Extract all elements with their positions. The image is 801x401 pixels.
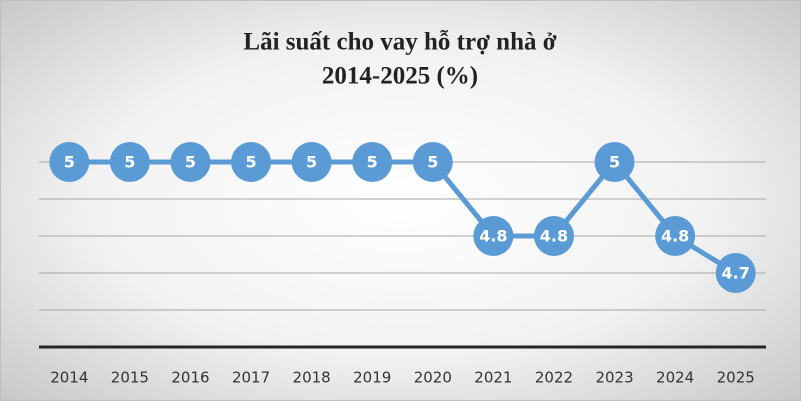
x-tick-label: 2025 [717,369,755,387]
data-point [412,142,453,182]
data-label: 5 [306,153,317,172]
x-tick-label: 2024 [656,369,694,387]
data-point [109,142,150,182]
chart-title: 2014-2025 (%) [322,63,478,90]
data-label: 4.8 [540,227,568,246]
x-tick-label: 2017 [232,369,270,387]
data-point [231,142,272,182]
x-tick-label: 2016 [171,369,209,387]
data-point [473,216,514,256]
data-point [715,253,756,293]
data-label: 4.8 [479,227,507,246]
data-point [170,142,211,182]
data-label: 4.8 [661,227,689,246]
data-label: 5 [367,153,378,172]
data-label: 5 [185,153,196,172]
x-tick-label: 2023 [595,369,633,387]
x-tick-label: 2022 [535,369,573,387]
data-label: 5 [427,153,438,172]
x-tick-label: 2018 [293,369,331,387]
x-tick-label: 2015 [111,369,149,387]
data-point [594,142,635,182]
data-point [655,216,696,256]
data-point [533,216,574,256]
data-point [291,142,332,182]
data-point [49,142,90,182]
x-tick-label: 2021 [474,369,512,387]
data-label: 5 [609,153,620,172]
x-tick-label: 2019 [353,369,391,387]
data-label: 5 [124,153,135,172]
data-point [352,142,393,182]
x-tick-label: 2020 [414,369,452,387]
data-label: 5 [64,153,75,172]
data-label: 5 [245,153,256,172]
x-tick-label: 2014 [50,369,88,387]
chart-title: Lãi suất cho vay hỗ trợ nhà ở [243,29,556,56]
data-label: 4.7 [722,264,750,283]
